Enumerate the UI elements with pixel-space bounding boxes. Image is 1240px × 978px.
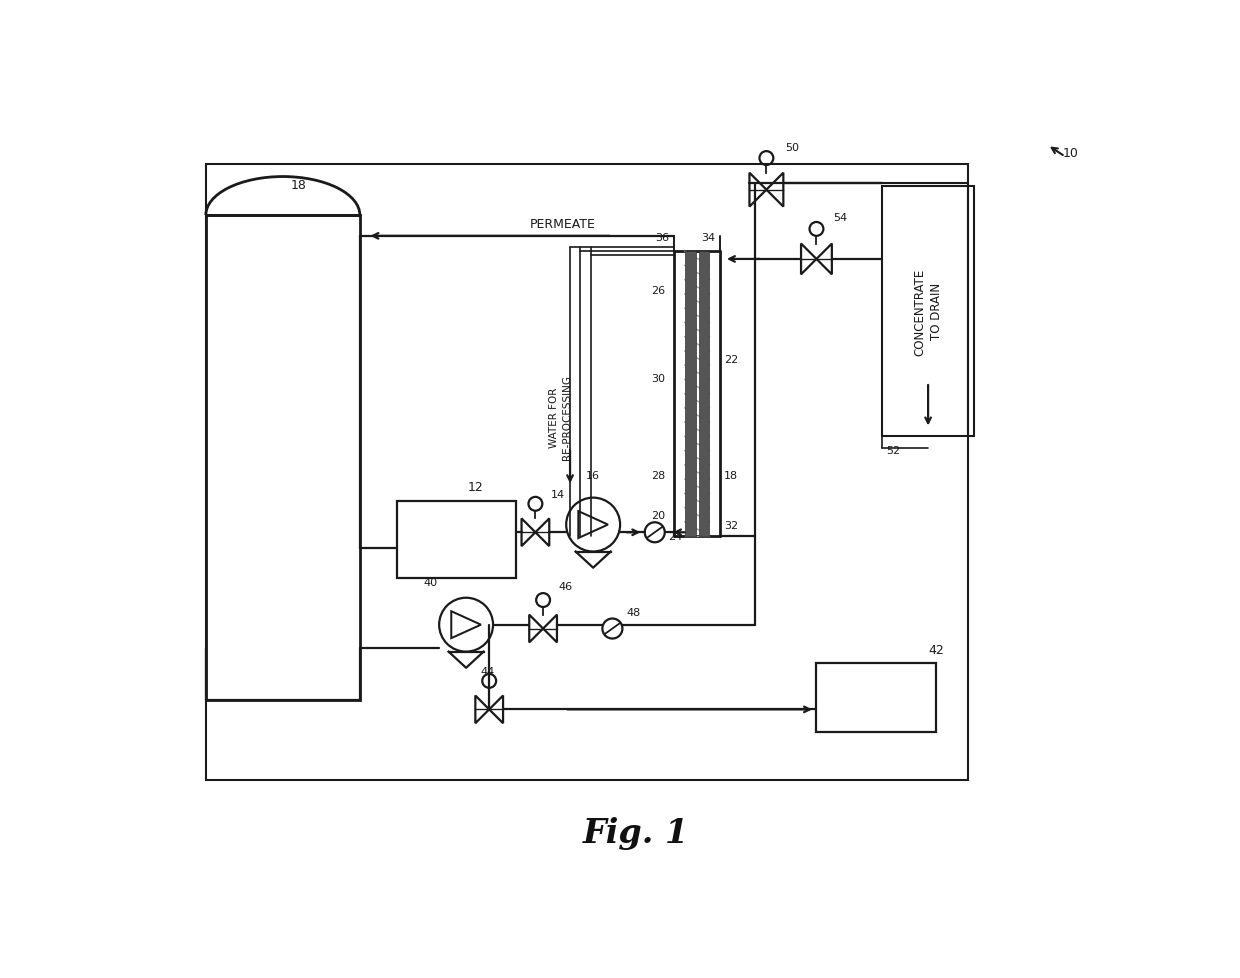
Text: 10: 10 [1063, 147, 1079, 160]
Bar [684, 252, 696, 537]
Text: 14: 14 [551, 489, 565, 500]
Text: 50: 50 [786, 143, 800, 154]
Text: 28: 28 [651, 470, 665, 480]
Bar [397, 502, 516, 579]
Bar [816, 663, 936, 733]
Text: 24: 24 [668, 532, 683, 542]
Text: 42: 42 [928, 644, 944, 656]
Text: 26: 26 [651, 286, 665, 295]
Text: 36: 36 [655, 233, 668, 244]
Text: 18: 18 [724, 470, 738, 480]
Text: 48: 48 [626, 607, 641, 617]
Text: 40: 40 [424, 578, 438, 588]
Text: 46: 46 [558, 582, 573, 592]
Bar [206, 216, 360, 700]
Text: 52: 52 [885, 446, 900, 456]
Bar [206, 165, 968, 780]
Text: 34: 34 [701, 233, 715, 244]
Text: 54: 54 [833, 212, 847, 222]
Text: PERMEATE: PERMEATE [531, 218, 596, 231]
Text: 30: 30 [651, 374, 665, 384]
Bar [698, 252, 709, 537]
Text: 44: 44 [480, 666, 495, 676]
Text: 20: 20 [651, 511, 665, 521]
Text: Fig. 1: Fig. 1 [583, 817, 688, 849]
Text: 22: 22 [724, 355, 738, 365]
Text: 32: 32 [724, 520, 738, 530]
Text: WATER FOR
RE-PROCESSING: WATER FOR RE-PROCESSING [549, 375, 573, 460]
Text: 16: 16 [585, 470, 599, 480]
Bar [882, 187, 975, 436]
Text: 18: 18 [290, 179, 306, 192]
Text: 12: 12 [467, 480, 484, 493]
Text: CONCENTRATE
TO DRAIN: CONCENTRATE TO DRAIN [914, 268, 942, 355]
